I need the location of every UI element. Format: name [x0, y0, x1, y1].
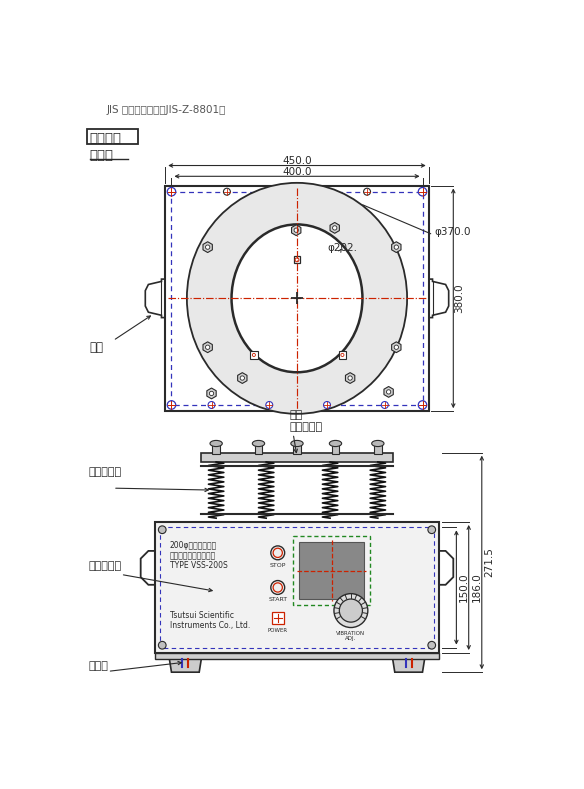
Bar	[299, 542, 364, 599]
Text: 机上型ふるい振とう機: 机上型ふるい振とう機	[170, 552, 216, 560]
Circle shape	[394, 245, 398, 249]
Circle shape	[206, 345, 210, 350]
Circle shape	[208, 402, 215, 409]
Text: 受け
（振動洿）: 受け （振動洿）	[289, 410, 322, 432]
Text: ゴム足: ゴム足	[88, 660, 108, 671]
Bar	[165, 185, 429, 411]
Circle shape	[158, 526, 166, 533]
Circle shape	[167, 401, 176, 409]
Polygon shape	[291, 225, 301, 236]
Circle shape	[364, 189, 370, 195]
Circle shape	[240, 376, 245, 380]
Circle shape	[418, 188, 427, 196]
Ellipse shape	[187, 183, 407, 414]
Text: スプリング: スプリング	[88, 466, 121, 477]
Polygon shape	[203, 342, 213, 353]
Polygon shape	[168, 653, 202, 672]
Text: 各部名称: 各部名称	[90, 132, 122, 144]
Bar	[155, 653, 439, 659]
Circle shape	[381, 402, 388, 409]
Bar	[293, 536, 370, 605]
Bar	[250, 351, 258, 359]
Circle shape	[271, 546, 284, 559]
Circle shape	[394, 345, 398, 350]
Circle shape	[387, 390, 391, 394]
Circle shape	[324, 402, 331, 409]
Bar	[294, 256, 300, 264]
Text: Tsutsui Scientific
Instruments Co., Ltd.: Tsutsui Scientific Instruments Co., Ltd.	[170, 611, 250, 630]
Polygon shape	[330, 222, 339, 234]
Bar	[87, 129, 138, 144]
Text: 200φ試験ふるい用: 200φ試験ふるい用	[170, 541, 217, 550]
Bar	[201, 453, 393, 462]
Circle shape	[332, 226, 337, 230]
Bar	[272, 612, 284, 624]
Text: φ202.: φ202.	[328, 243, 358, 253]
Text: 取手: 取手	[89, 341, 103, 353]
Circle shape	[209, 391, 214, 395]
Text: 本　体: 本 体	[90, 148, 114, 162]
Text: 271.5: 271.5	[485, 548, 495, 578]
Circle shape	[167, 188, 176, 196]
Circle shape	[418, 401, 427, 409]
Bar	[374, 443, 382, 454]
Text: START: START	[268, 597, 287, 603]
Bar	[213, 443, 220, 454]
Circle shape	[271, 581, 284, 594]
Ellipse shape	[291, 440, 303, 447]
Bar	[172, 192, 422, 405]
Circle shape	[339, 599, 363, 623]
Text: φ370.0: φ370.0	[435, 226, 471, 237]
Text: VIBRATION
ADJ.: VIBRATION ADJ.	[336, 630, 366, 641]
Bar	[160, 527, 434, 648]
Circle shape	[158, 641, 166, 649]
Bar	[155, 522, 439, 653]
Polygon shape	[392, 342, 401, 353]
Text: 380.0: 380.0	[454, 283, 464, 313]
Bar	[339, 351, 346, 359]
Circle shape	[428, 641, 436, 649]
Text: 186.0: 186.0	[471, 573, 481, 602]
Circle shape	[224, 189, 230, 195]
Circle shape	[294, 228, 298, 232]
Polygon shape	[392, 241, 401, 252]
Polygon shape	[392, 653, 426, 672]
Text: 操作パネル: 操作パネル	[88, 560, 121, 570]
Text: TYPE VSS-200S: TYPE VSS-200S	[170, 561, 228, 570]
Text: 400.0: 400.0	[282, 166, 312, 177]
Circle shape	[334, 593, 368, 627]
Bar	[332, 443, 339, 454]
Polygon shape	[203, 241, 213, 252]
Ellipse shape	[210, 440, 223, 447]
Text: 150.0: 150.0	[459, 573, 469, 602]
Ellipse shape	[371, 440, 384, 447]
Ellipse shape	[329, 440, 342, 447]
Text: STOP: STOP	[270, 563, 286, 568]
Circle shape	[348, 376, 352, 380]
Bar	[293, 443, 301, 454]
Text: 450.0: 450.0	[282, 156, 312, 166]
Polygon shape	[384, 387, 393, 398]
Ellipse shape	[252, 440, 265, 447]
Polygon shape	[346, 372, 355, 383]
Circle shape	[206, 245, 210, 249]
Text: POWER: POWER	[267, 627, 288, 633]
Circle shape	[266, 402, 273, 409]
Polygon shape	[207, 388, 216, 398]
Ellipse shape	[231, 224, 363, 372]
Bar	[255, 443, 262, 454]
Circle shape	[428, 526, 436, 533]
Text: JIS 試験用ふるい（JIS-Z-8801）: JIS 試験用ふるい（JIS-Z-8801）	[107, 106, 226, 115]
Polygon shape	[238, 372, 247, 383]
